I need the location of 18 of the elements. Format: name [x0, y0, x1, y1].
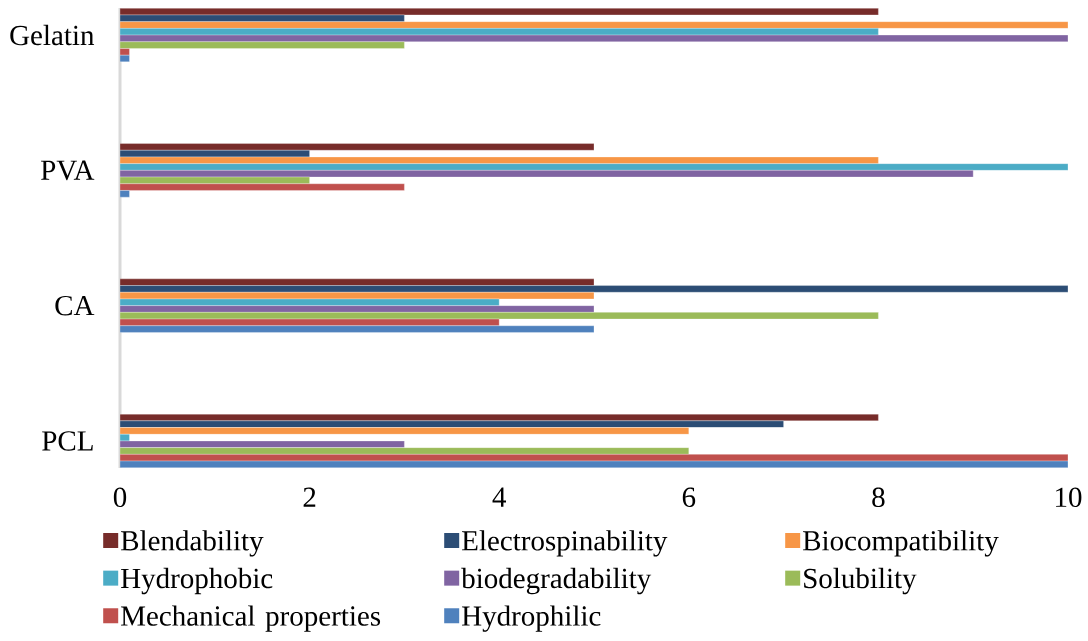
- legend-label: Blendability: [121, 530, 264, 557]
- legend-label: Mechanical properties: [121, 605, 381, 632]
- y-tick-label: PCL: [42, 431, 93, 451]
- x-tick-label: 10: [1056, 487, 1082, 508]
- x-tick-label: 0: [113, 487, 127, 508]
- y-tick-label: Gelatin: [10, 24, 95, 46]
- y-tick-label: CA: [55, 295, 95, 316]
- legend-label: Hydrophilic: [462, 605, 601, 632]
- legend-label: biodegradability: [461, 567, 652, 595]
- x-tick-label: 2: [303, 487, 316, 507]
- x-tick-label: 6: [682, 487, 696, 508]
- x-tick-label: 8: [872, 487, 885, 508]
- legend-label: Biocompatibility: [803, 530, 999, 557]
- legend-label: Solubility: [804, 567, 917, 595]
- x-tick-label: 4: [492, 487, 507, 507]
- y-tick-label: PVA: [41, 160, 95, 181]
- legend-label: Electrospinability: [462, 530, 668, 557]
- legend-label: Hydrophobic: [121, 567, 273, 595]
